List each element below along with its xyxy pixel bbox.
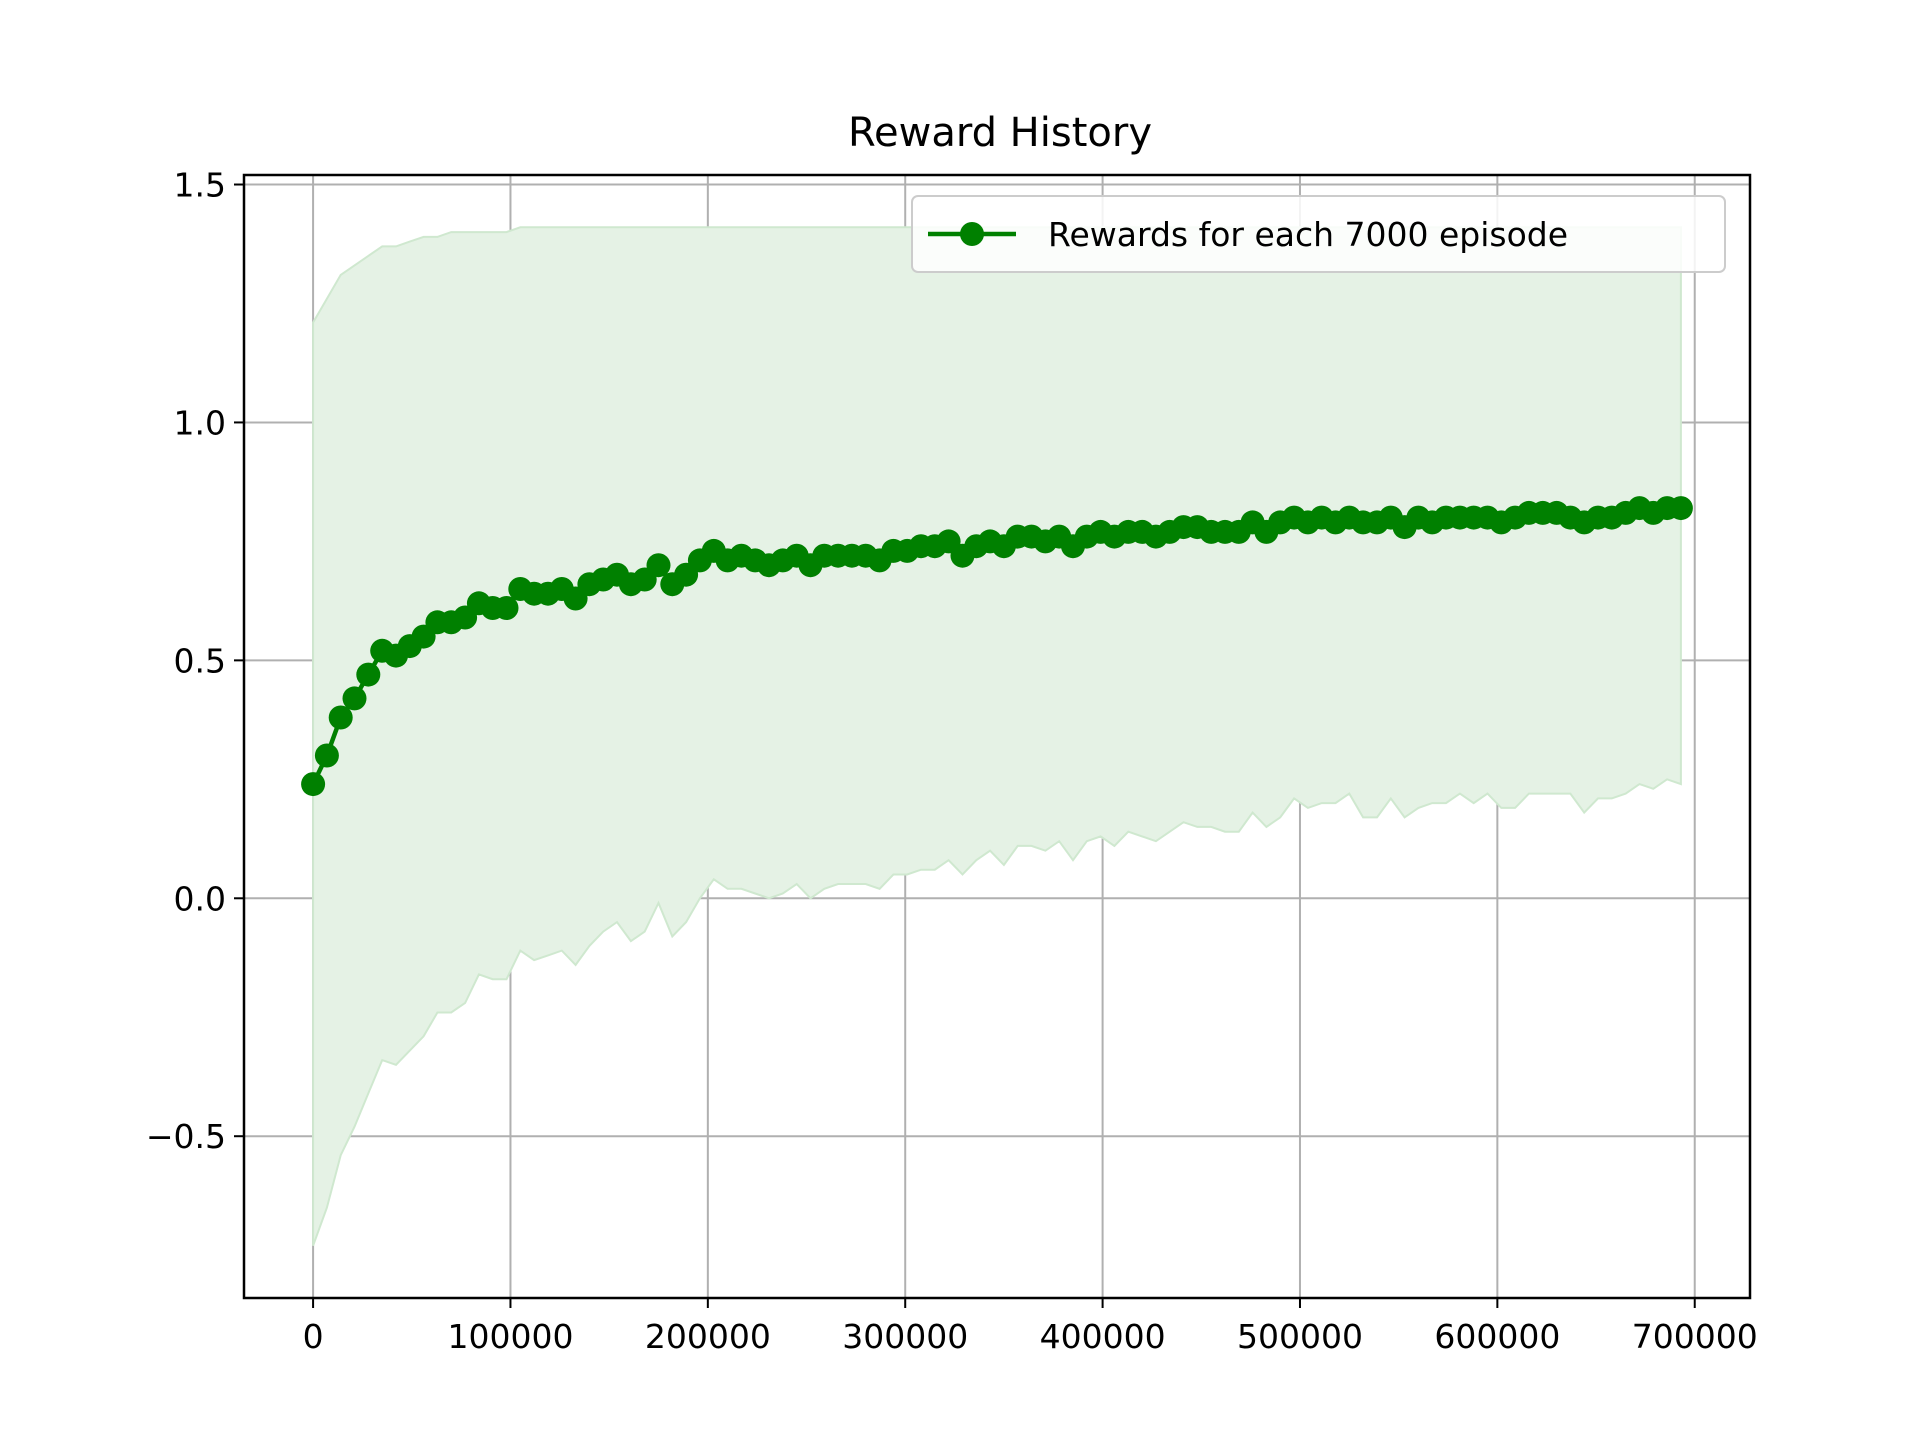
reward-range-band xyxy=(312,226,1682,1247)
y-tick-label: −0.5 xyxy=(146,1117,226,1156)
x-tick-label: 0 xyxy=(303,1317,324,1356)
y-tick-label: 0.0 xyxy=(174,879,226,918)
x-tick-label: 600000 xyxy=(1434,1317,1560,1356)
reward-series xyxy=(301,496,1693,797)
x-tick-label: 500000 xyxy=(1237,1317,1363,1356)
reward-point xyxy=(1668,496,1693,521)
reward-band-area xyxy=(312,226,1682,1247)
y-tick-label: 1.5 xyxy=(174,166,226,205)
y-tick-label: 0.5 xyxy=(174,641,226,680)
x-tick-label: 300000 xyxy=(842,1317,968,1356)
x-tick-label: 700000 xyxy=(1632,1317,1758,1356)
plot-frame xyxy=(242,173,1752,1300)
x-tick-label: 200000 xyxy=(645,1317,771,1356)
legend: Rewards for each 7000 episode xyxy=(911,195,1726,273)
legend-marker-swatch xyxy=(960,222,984,246)
reward-point xyxy=(314,743,339,768)
x-tick-label: 100000 xyxy=(447,1317,573,1356)
chart-title: Reward History xyxy=(848,110,1152,156)
legend-box xyxy=(911,195,1726,273)
tick-labels: 0 100000 200000 300000 400000 500000 600000 700… xyxy=(146,166,1758,1356)
reward-point xyxy=(301,772,326,797)
reward-point xyxy=(328,705,353,730)
axes xyxy=(234,173,1752,1308)
y-tick-label: 1.0 xyxy=(174,403,226,442)
reward-point xyxy=(494,596,519,620)
reward-point xyxy=(356,662,381,687)
reward-point xyxy=(646,553,671,578)
reward-point xyxy=(342,686,367,711)
x-tick-label: 400000 xyxy=(1040,1317,1166,1356)
legend-label: Rewards for each 7000 episode xyxy=(1048,215,1568,254)
